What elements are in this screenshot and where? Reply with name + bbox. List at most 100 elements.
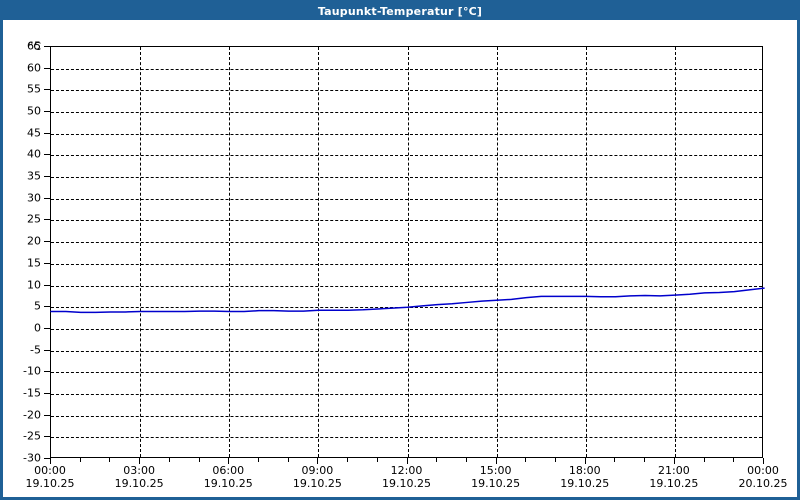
x-axis-tick-date: 19.10.25 [560,477,610,490]
x-axis-tick-date: 19.10.25 [114,477,164,490]
y-axis-tick-label: -20 [23,408,41,422]
gridline-horizontal [51,133,762,135]
y-axis-tick-mark [44,327,50,329]
y-axis-tick-mark [44,132,50,134]
x-axis-minor-tick-mark [436,458,438,462]
x-axis-tick-label: 09:00 19.10.25 [293,464,342,491]
x-axis-tick-label: 21:00 19.10.25 [649,464,698,491]
window-title-bar: Taupunkt-Temperatur [°C] [3,3,797,20]
x-axis-tick-date: 20.10.25 [738,477,788,490]
gridline-vertical [140,47,142,457]
gridline-horizontal [51,328,762,330]
series-line-dewpoint [50,287,765,314]
page-title: Taupunkt-Temperatur [°C] [317,5,483,18]
y-axis-tick-mark [44,371,50,373]
x-axis-tick-mark [50,458,51,464]
y-axis-tick-mark [44,46,50,47]
gridline-horizontal [51,198,762,200]
x-axis-minor-tick-mark [79,458,81,462]
x-axis-tick-time: 06:00 [212,464,245,477]
x-axis-tick-date: 19.10.25 [382,477,431,490]
y-axis-tick-mark [44,414,50,416]
x-axis-tick-label: 00:00 20.10.25 [739,464,788,491]
x-axis-minor-tick-mark [703,458,705,462]
y-axis-tick-label: -30 [23,451,41,465]
y-axis-tick-mark [44,197,50,199]
gridline-horizontal [51,393,762,395]
x-axis-tick-date: 19.10.25 [649,477,699,490]
gridline-horizontal [51,177,762,179]
y-axis-tick-label: 40 [27,147,41,161]
chart-canvas: °C 65 60 55 50 45 40 35 30 25 20 15 10 5 0 -5 -10 -15 -20… [3,20,797,497]
y-axis-tick-mark [44,436,50,438]
y-axis-tick-mark [44,458,50,459]
x-axis-tick-time: 18:00 [568,464,601,477]
y-axis-tick-label: 15 [27,256,41,270]
y-axis-tick-label: -10 [23,364,41,378]
y-axis-tick-label: 50 [27,104,41,118]
x-axis-minor-tick-mark [376,458,378,462]
x-axis-minor-tick-mark [733,458,735,462]
y-axis-tick-mark [44,262,50,264]
y-axis-tick-mark [44,241,50,243]
x-axis-tick-time: 03:00 [123,464,155,477]
y-axis-tick-label: 25 [27,212,41,226]
x-axis-tick-mark [763,458,764,464]
y-axis-tick-mark [44,89,50,91]
x-axis-minor-tick-mark [465,458,467,462]
x-axis-tick-time: 15:00 [479,464,512,477]
gridline-horizontal [51,220,762,222]
x-axis-minor-tick-mark [198,458,200,462]
x-axis-tick-label: 12:00 19.10.25 [382,464,431,491]
x-axis-tick-time: 00:00 [747,464,779,477]
x-axis-tick-mark [228,458,230,464]
x-axis-tick-mark [584,458,586,464]
x-axis-minor-tick-mark [257,458,259,462]
y-axis-tick-mark [44,392,50,394]
gridline-horizontal [51,350,762,352]
x-axis-tick-date: 19.10.25 [471,477,521,490]
y-axis-tick-mark [44,306,50,308]
y-axis-tick-mark [44,176,50,178]
y-axis-tick-mark [44,284,50,286]
y-axis-tick-label: 60 [27,61,41,75]
x-axis-tick-mark [406,458,408,464]
x-axis-tick-date: 19.10.25 [203,477,253,490]
x-axis-tick-label: 00:00 19.10.25 [26,464,75,491]
y-axis-tick-label: 5 [34,299,41,313]
y-axis-tick-label: 0 [34,321,41,335]
gridline-horizontal [51,263,762,265]
gridline-horizontal [51,437,762,439]
gridline-horizontal [51,155,762,157]
x-axis-minor-tick-mark [109,458,111,462]
x-axis-tick-label: 06:00 19.10.25 [204,464,253,491]
x-axis-tick-date: 19.10.25 [25,477,75,490]
y-axis-tick-label: 20 [27,234,41,248]
y-axis-tick-mark [44,154,50,156]
gridline-horizontal [51,112,762,114]
gridline-horizontal [51,285,762,287]
x-axis-minor-tick-mark [287,458,289,462]
y-axis-tick-label: 30 [27,191,41,205]
x-axis-tick-mark [317,458,319,464]
x-axis-minor-tick-mark [525,458,527,462]
y-axis-unit-label: °C [27,40,41,53]
gridline-horizontal [51,415,762,417]
y-axis-tick-label: 35 [27,169,41,183]
y-axis-tick-label: 45 [27,126,41,140]
gridline-vertical [496,47,498,457]
x-axis-tick-time: 09:00 [301,464,334,477]
y-axis-tick-mark [44,67,50,69]
x-axis-minor-tick-mark [644,458,646,462]
x-axis-tick-time: 21:00 [658,464,690,477]
gridline-horizontal [51,68,762,70]
x-axis-tick-time: 00:00 [34,464,66,477]
x-axis-minor-tick-mark [347,458,349,462]
y-axis-tick-mark [44,219,50,221]
x-axis-tick-mark [495,458,497,464]
x-axis-tick-label: 15:00 19.10.25 [471,464,520,491]
gridline-vertical [229,47,231,457]
y-axis-tick-mark [44,349,50,351]
x-axis-minor-tick-mark [168,458,170,462]
